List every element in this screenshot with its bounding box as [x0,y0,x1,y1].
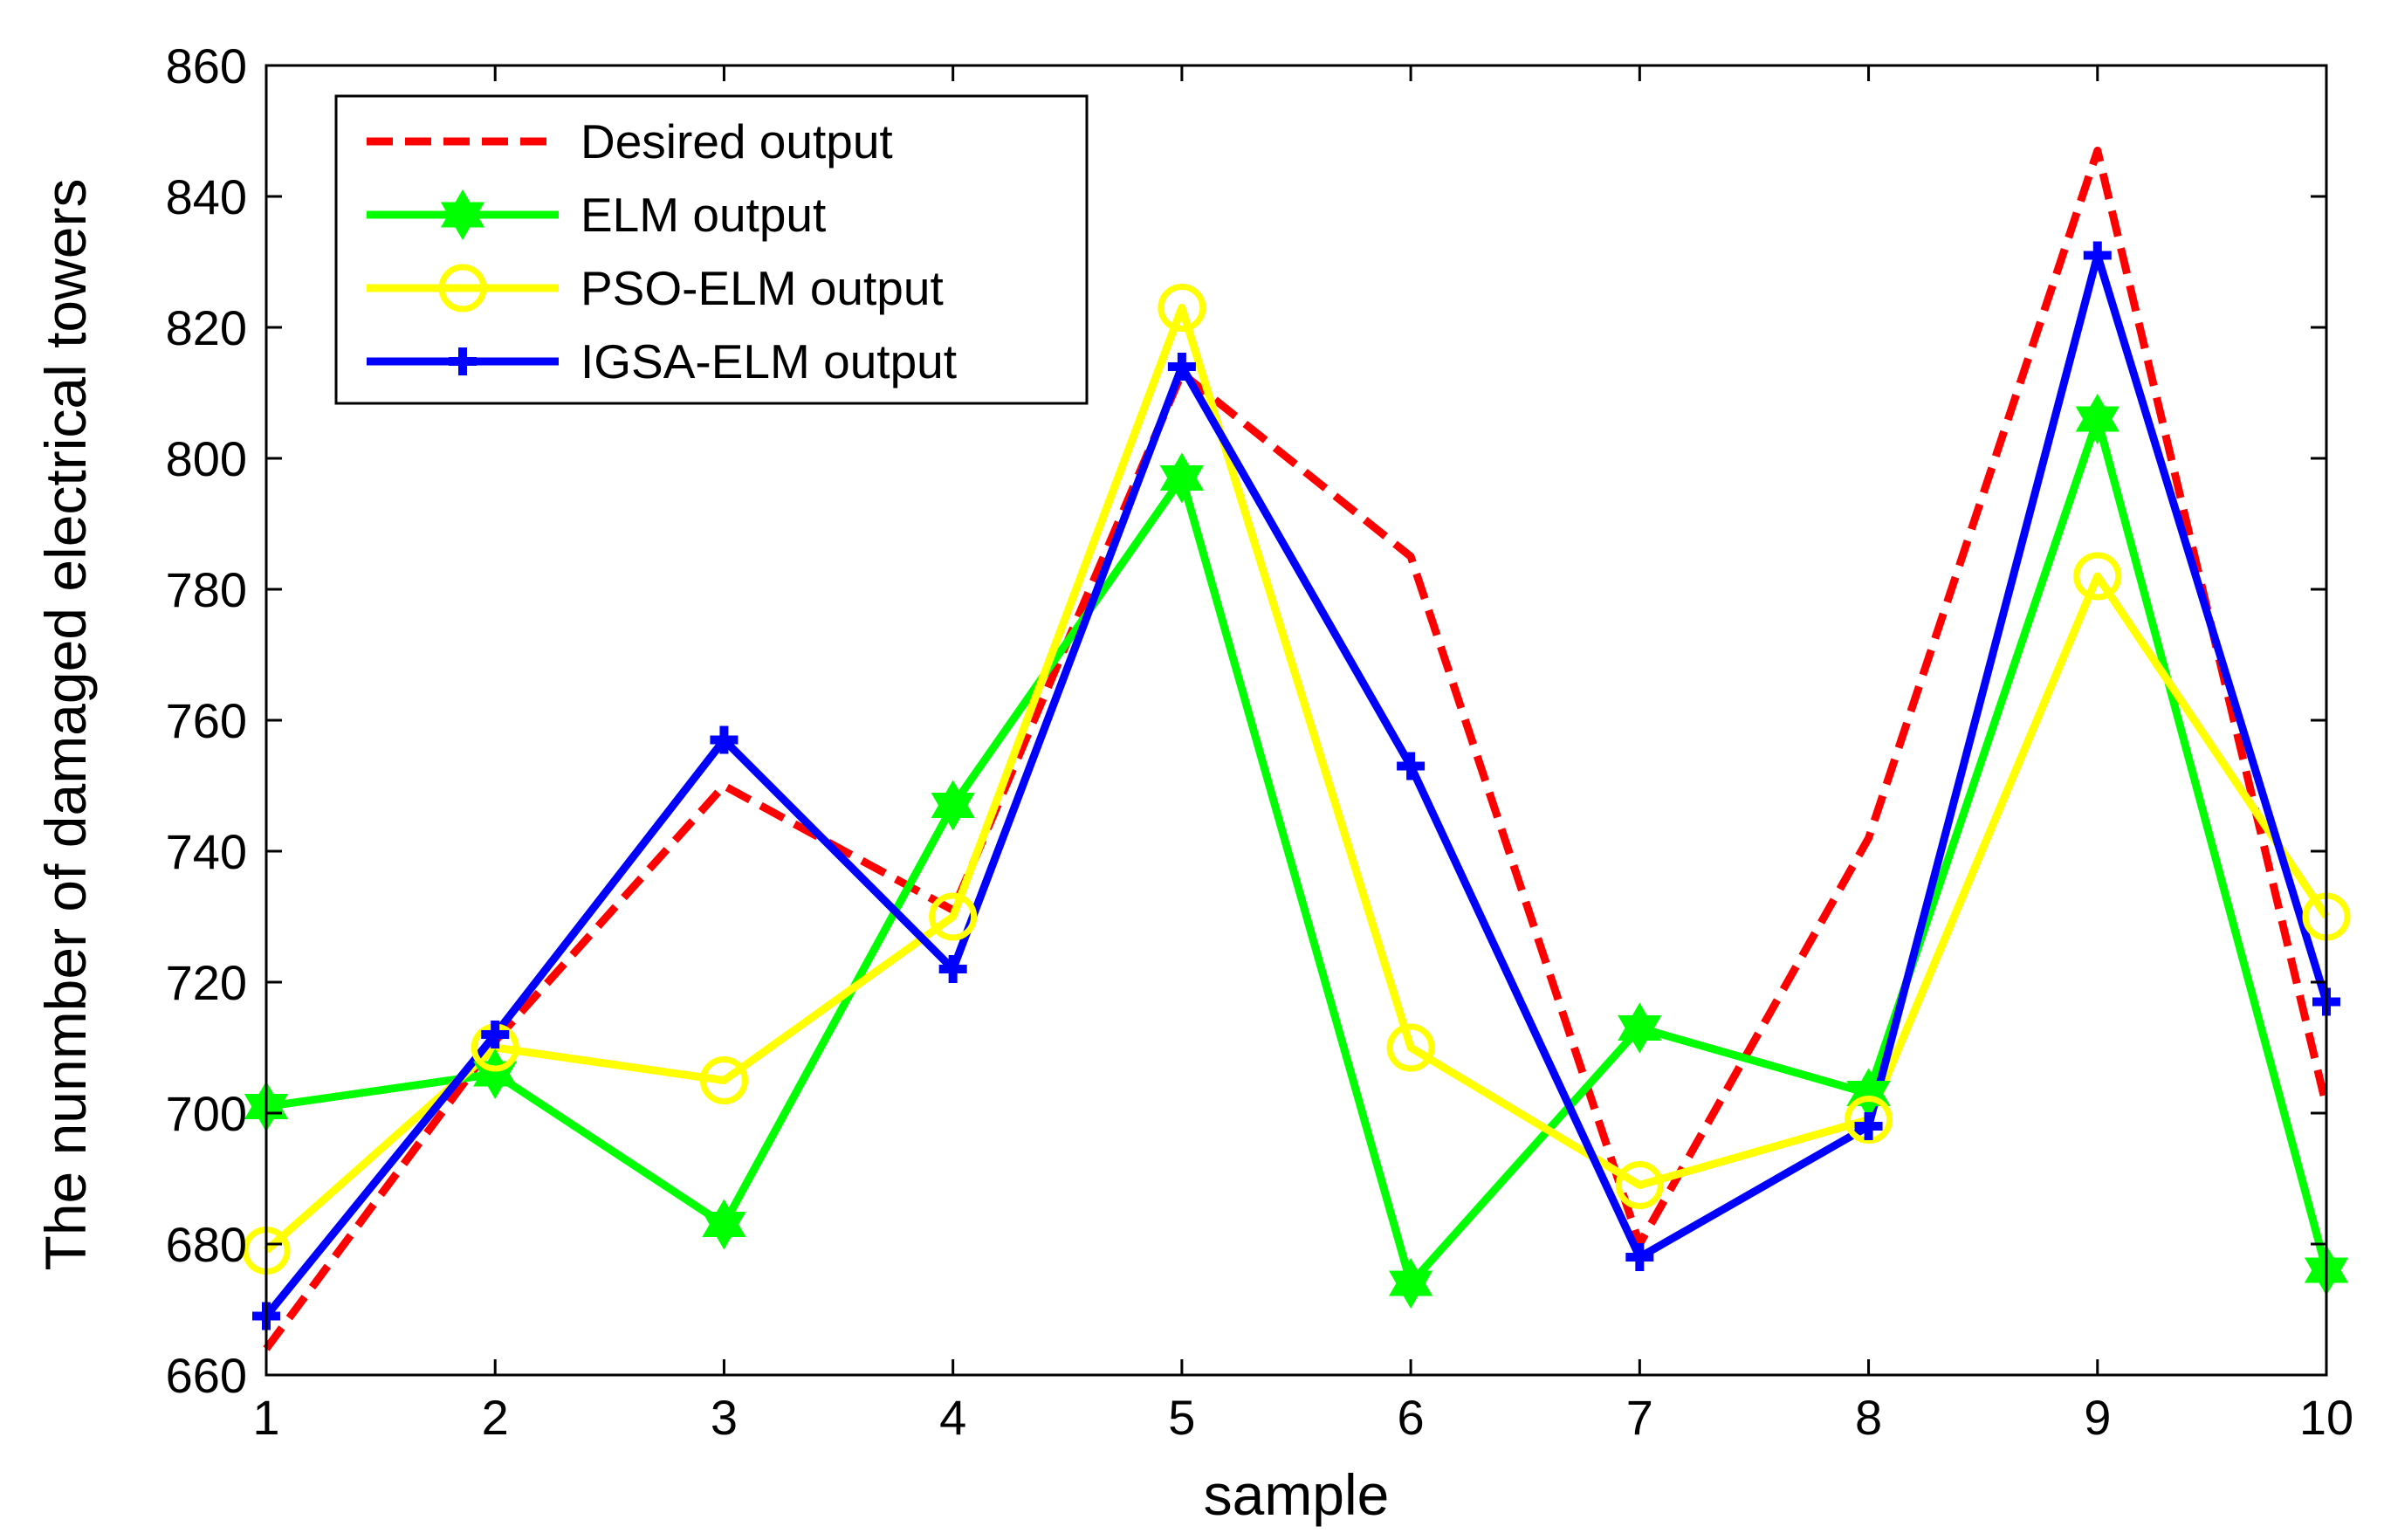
data-point-series-3 [1845,1096,1893,1144]
data-point-series-4 [1397,752,1426,780]
legend-marker-3 [438,264,487,313]
plot-lines [263,147,2331,1351]
data-point-series-3 [699,1056,748,1104]
data-point-series-3 [2073,552,2122,601]
legend-label-4: IGSA-ELM output [581,334,957,388]
data-point-series-2 [473,1048,518,1100]
data-point-series-4 [2083,241,2112,270]
y-tick-label: 820 [166,300,247,355]
data-point-series-2 [1389,1257,1433,1310]
data-point-series-4 [481,1021,510,1048]
y-tick-label: 700 [166,1086,247,1141]
x-tick-label: 1 [252,1390,279,1445]
y-axis: 660 680 700 720 740 760 780 800 820 840 860 [166,38,2326,1403]
x-axis: 1 2 3 4 5 6 7 8 9 10 [252,65,2353,1445]
x-axis-label: sample [1204,1462,1390,1527]
data-point-series-4 [1625,1243,1654,1271]
series-line-2 [265,415,2331,1288]
y-tick-label: 780 [166,562,247,617]
data-point-series-3 [1615,1161,1664,1209]
x-tick-label: 5 [1168,1390,1195,1445]
y-tick-label: 740 [166,824,247,879]
x-tick-label: 4 [939,1390,966,1445]
data-point-series-2 [1618,1002,1662,1054]
data-point-series-4 [1167,353,1196,381]
y-tick-label: 720 [166,955,247,1010]
x-tick-label: 9 [2084,1390,2111,1445]
y-tick-label: 840 [166,169,247,224]
x-tick-label: 7 [1626,1390,1653,1445]
y-tick-label: 660 [166,1348,247,1403]
data-point-series-3 [929,892,978,941]
series-line-3 [264,304,2330,1254]
data-point-series-4 [938,955,967,983]
y-tick-label: 760 [166,693,247,748]
data-point-series-2 [702,1199,746,1250]
data-point-series-2 [2075,393,2119,445]
legend-label-1: Desired output [581,114,893,168]
series-line-4 [263,251,2331,1319]
series-line-1 [263,147,2331,1351]
x-tick-label: 3 [711,1390,738,1445]
x-tick-label: 2 [482,1390,509,1445]
y-tick-label: 860 [166,38,247,93]
legend: Desired output ELM output PSO-ELM output IG… [334,94,1089,405]
legend-marker-2 [440,189,485,241]
x-tick-label: 6 [1398,1390,1425,1445]
data-point-series-2 [931,780,975,831]
x-tick-label: 10 [2299,1390,2353,1445]
legend-label-3: PSO-ELM output [581,261,944,315]
x-tick-label: 8 [1855,1390,1882,1445]
data-point-series-2 [1159,452,1204,504]
y-tick-label: 800 [166,431,247,486]
y-axis-label: The nunmber of damaged electrical towers [33,179,98,1271]
y-tick-label: 680 [166,1217,247,1272]
data-point-series-4 [1854,1112,1883,1140]
legend-marker-4 [449,347,477,375]
data-point-series-3 [1158,284,1206,332]
data-point-series-4 [710,725,739,754]
legend-label-2: ELM output [581,188,826,242]
data-point-series-3 [1386,1023,1435,1072]
